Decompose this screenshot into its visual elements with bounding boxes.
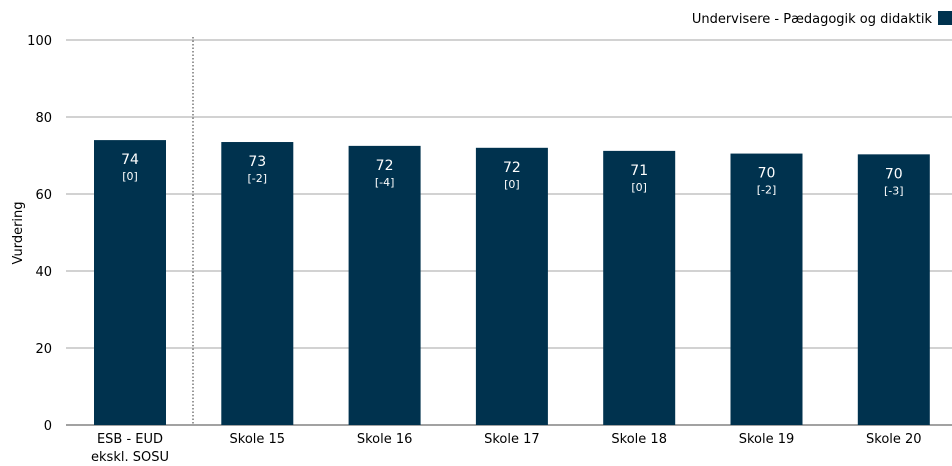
bar xyxy=(857,154,930,425)
legend-swatch xyxy=(938,11,952,25)
bar-delta-label: [-2] xyxy=(757,184,777,197)
category-label: Skole 16 xyxy=(357,432,413,447)
y-tick-label: 100 xyxy=(27,34,52,49)
y-axis-title: Vurdering xyxy=(11,201,26,264)
category-label: Skole 20 xyxy=(866,432,922,447)
category-label: Skole 15 xyxy=(230,432,286,447)
bar-delta-label: [-3] xyxy=(884,184,904,197)
bar-delta-label: [0] xyxy=(122,170,138,183)
category-label: ESB - EUD xyxy=(97,432,163,447)
bar xyxy=(730,153,803,425)
category-label: ekskl. SOSU xyxy=(91,450,169,465)
bar-value-label: 73 xyxy=(248,154,266,170)
bar-value-label: 70 xyxy=(885,166,903,182)
y-tick-label: 20 xyxy=(35,342,52,357)
bar-value-label: 74 xyxy=(121,152,139,168)
y-tick-labels: 0 20 40 60 80 100 xyxy=(27,34,52,434)
legend: Undervisere - Pædagogik og didaktik xyxy=(692,11,952,27)
bar-value-label: 72 xyxy=(376,158,394,174)
bar xyxy=(221,142,294,425)
bar-value-label: 71 xyxy=(630,163,648,179)
y-tick-label: 0 xyxy=(44,419,52,434)
bar-value-label: 70 xyxy=(758,166,776,182)
category-labels: ESB - EUD ekskl. SOSU Skole 15 Skole 16 Skol… xyxy=(91,432,922,465)
bar xyxy=(94,140,166,425)
bar xyxy=(603,150,676,425)
bar-delta-label: [-4] xyxy=(375,176,395,189)
bar xyxy=(348,145,421,425)
bar xyxy=(475,147,548,426)
y-tick-label: 40 xyxy=(35,265,52,280)
bar-delta-label: [-2] xyxy=(248,172,268,185)
bar-delta-label: [0] xyxy=(631,181,647,194)
category-label: Skole 17 xyxy=(484,432,540,447)
bars: 74 [0] 73 [-2] 72 [-4] 72 [0] 71 [0] 70 [-2] 70 [-3] xyxy=(94,140,930,426)
y-tick-label: 80 xyxy=(35,111,52,126)
category-label: Skole 18 xyxy=(611,432,667,447)
category-label: Skole 19 xyxy=(739,432,795,447)
y-tick-label: 60 xyxy=(35,188,52,203)
bar-delta-label: [0] xyxy=(504,178,520,191)
bar-value-label: 72 xyxy=(503,160,521,176)
legend-label: Undervisere - Pædagogik og didaktik xyxy=(692,12,933,27)
